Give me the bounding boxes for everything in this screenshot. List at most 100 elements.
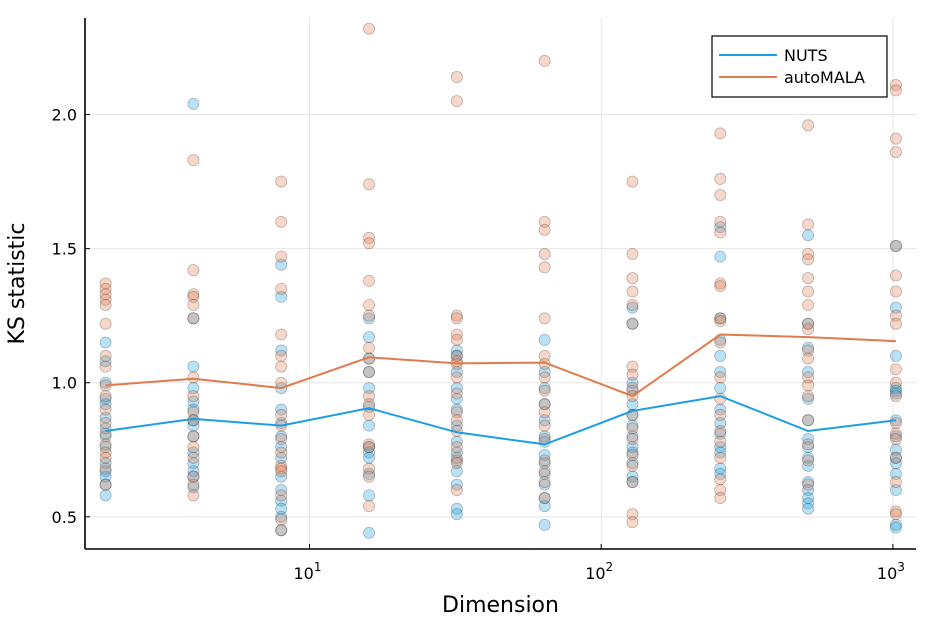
- data-point: [714, 315, 727, 328]
- data-point: [889, 382, 902, 395]
- data-point: [187, 403, 200, 416]
- data-point: [889, 416, 902, 429]
- y-tick-label: 0.5: [52, 508, 77, 527]
- data-point: [626, 459, 639, 472]
- data-point: [363, 382, 376, 395]
- data-point: [538, 430, 551, 443]
- data-point: [802, 414, 815, 427]
- data-point: [187, 312, 200, 325]
- data-point: [363, 419, 376, 432]
- data-point: [275, 510, 288, 523]
- data-point: [538, 312, 551, 325]
- data-point: [450, 457, 463, 470]
- data-point: [802, 229, 815, 242]
- data-point: [363, 438, 376, 451]
- data-point: [187, 419, 200, 432]
- data-point: [187, 446, 200, 459]
- data-point: [889, 457, 902, 470]
- data-point: [187, 470, 200, 483]
- data-point: [450, 349, 463, 362]
- data-point: [538, 449, 551, 462]
- data-point: [802, 451, 815, 464]
- data-point: [450, 309, 463, 322]
- data-point: [889, 363, 902, 376]
- data-point: [363, 441, 376, 454]
- data-point: [802, 475, 815, 488]
- data-point: [714, 467, 727, 480]
- data-point: [802, 365, 815, 378]
- data-point: [538, 215, 551, 228]
- data-point: [450, 387, 463, 400]
- data-point: [99, 282, 112, 295]
- data-point: [363, 446, 376, 459]
- data-point: [275, 403, 288, 416]
- data-point: [363, 470, 376, 483]
- data-point: [187, 470, 200, 483]
- data-point: [275, 502, 288, 515]
- data-point: [450, 328, 463, 341]
- data-point: [275, 451, 288, 464]
- data-point: [802, 247, 815, 260]
- data-point: [187, 406, 200, 419]
- y-axis-label: KS statistic: [5, 223, 30, 345]
- data-point: [538, 384, 551, 397]
- data-point: [99, 462, 112, 475]
- data-point: [802, 285, 815, 298]
- data-point: [802, 119, 815, 132]
- data-point: [450, 349, 463, 362]
- data-point: [538, 492, 551, 505]
- data-point: [275, 430, 288, 443]
- data-point: [714, 280, 727, 293]
- data-point: [626, 419, 639, 432]
- data-point: [187, 360, 200, 373]
- data-point: [275, 360, 288, 373]
- data-point: [802, 459, 815, 472]
- data-point: [538, 500, 551, 513]
- data-point: [275, 513, 288, 526]
- data-point: [626, 449, 639, 462]
- data-point: [363, 462, 376, 475]
- data-point: [538, 261, 551, 274]
- data-point: [275, 290, 288, 303]
- data-point: [714, 221, 727, 234]
- data-point: [889, 146, 902, 159]
- y-tick-label: 1.5: [52, 240, 77, 259]
- data-point: [626, 457, 639, 470]
- data-point: [714, 277, 727, 290]
- data-point: [99, 403, 112, 416]
- data-point: [802, 253, 815, 266]
- data-point: [714, 250, 727, 263]
- data-point: [99, 416, 112, 429]
- data-point: [99, 349, 112, 362]
- data-point: [450, 441, 463, 454]
- data-point: [363, 365, 376, 378]
- data-point: [802, 392, 815, 405]
- data-point: [99, 465, 112, 478]
- scatter-points: [99, 22, 902, 539]
- data-point: [538, 414, 551, 427]
- data-point: [889, 239, 902, 252]
- data-point: [450, 382, 463, 395]
- data-point: [626, 285, 639, 298]
- data-point: [802, 454, 815, 467]
- data-point: [275, 349, 288, 362]
- data-point: [99, 478, 112, 491]
- data-point: [802, 414, 815, 427]
- data-point: [275, 328, 288, 341]
- data-point: [450, 71, 463, 84]
- data-point: [275, 446, 288, 459]
- data-point: [714, 408, 727, 421]
- data-point: [363, 489, 376, 502]
- data-point: [802, 341, 815, 354]
- data-point: [889, 433, 902, 446]
- data-point: [889, 443, 902, 456]
- data-point: [626, 382, 639, 395]
- data-point: [889, 301, 902, 314]
- data-point: [889, 349, 902, 362]
- data-point: [889, 427, 902, 440]
- data-point: [99, 336, 112, 349]
- data-point: [802, 438, 815, 451]
- data-point: [714, 441, 727, 454]
- data-point: [450, 451, 463, 464]
